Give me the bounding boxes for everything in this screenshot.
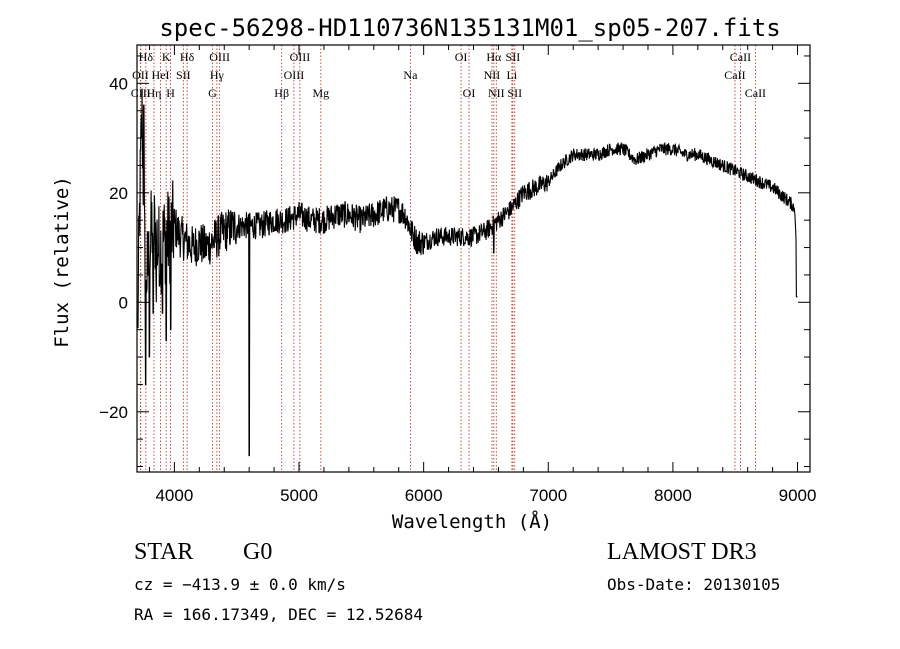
line-label: Hβ	[274, 86, 289, 100]
line-label: OIII	[284, 68, 305, 82]
line-label: OIII	[290, 50, 311, 64]
line-label: Li	[507, 68, 518, 82]
line-label: SII	[506, 50, 521, 64]
line-label: OI	[455, 50, 468, 64]
x-tick-label: 4000	[155, 486, 193, 505]
line-label: NII	[488, 86, 505, 100]
x-tick-label: 9000	[779, 486, 817, 505]
line-label: Hη	[146, 86, 161, 100]
line-label: G	[208, 86, 217, 100]
line-label: HeI	[152, 68, 170, 82]
line-label: CaII	[724, 68, 745, 82]
line-label: SII	[507, 86, 522, 100]
y-tick-label: 40	[109, 74, 128, 93]
redshift-cz: cz = −413.9 ± 0.0 km/s	[134, 575, 346, 594]
line-label: H	[166, 86, 175, 100]
line-label: K	[162, 50, 171, 64]
line-label: Mg	[312, 86, 329, 100]
line-label: SII	[176, 68, 191, 82]
object-subclass: G0	[243, 539, 273, 565]
line-label: Hδ	[180, 50, 195, 64]
x-tick-label: 5000	[280, 486, 318, 505]
line-label: Hδ	[139, 50, 154, 64]
flux-series-line	[137, 88, 798, 457]
spectral-line-markers	[140, 45, 756, 472]
line-label: Hα	[486, 50, 502, 64]
line-label: CIII	[131, 86, 151, 100]
line-label: OII	[132, 68, 149, 82]
line-label: OI	[463, 86, 476, 100]
axis-ticks: 4000 5000 6000 7000 8000 9000 −20 0 20 40	[99, 45, 816, 505]
y-axis-label: Flux (relative)	[51, 176, 73, 348]
y-tick-label: 0	[119, 293, 128, 312]
survey-name: LAMOST DR3	[607, 539, 757, 565]
observation-date: Obs-Date: 20130105	[607, 575, 781, 594]
plot-frame	[136, 44, 811, 473]
line-label: OIII	[209, 50, 230, 64]
line-label: CaII	[730, 50, 751, 64]
x-tick-label: 7000	[529, 486, 567, 505]
line-label: Na	[403, 68, 418, 82]
y-tick-label: 20	[109, 184, 128, 203]
line-label: NII	[484, 68, 501, 82]
chart-title: spec-56298-HD110736N135131M01_sp05-207.f…	[159, 14, 780, 42]
x-tick-label: 8000	[654, 486, 692, 505]
line-label: Hγ	[210, 68, 225, 82]
object-class: STAR	[134, 539, 194, 565]
x-tick-label: 6000	[405, 486, 443, 505]
x-axis-label: Wavelength (Å)	[392, 510, 552, 533]
sky-coordinates: RA = 166.17349, DEC = 12.52684	[134, 605, 423, 624]
line-label: CaII	[745, 86, 766, 100]
y-tick-label: −20	[99, 403, 128, 422]
